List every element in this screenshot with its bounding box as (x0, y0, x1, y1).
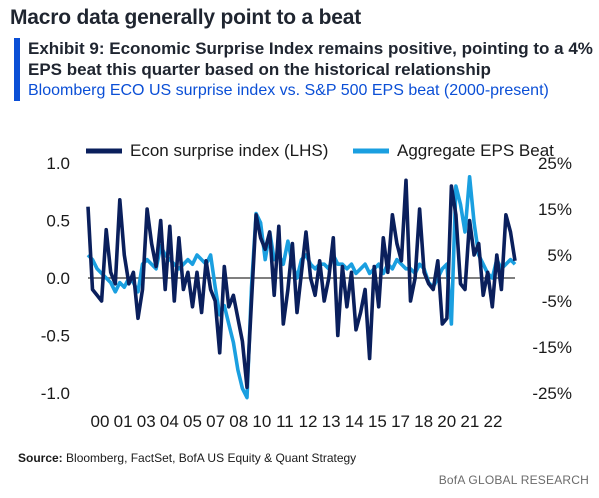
legend-label-eps: Aggregate EPS Beat (397, 141, 554, 160)
left-tick-label: 0.0 (46, 269, 70, 288)
legend-label-econ: Econ surprise index (LHS) (130, 141, 328, 160)
chart: Econ surprise index (LHS) Aggregate EPS … (41, 141, 572, 431)
source-label: Source: (18, 451, 63, 465)
x-tick-label: 03 (137, 412, 156, 431)
x-tick-label: 00 (91, 412, 110, 431)
right-tick-label: -15% (532, 338, 572, 357)
source-text: Bloomberg, FactSet, BofA US Equity & Qua… (66, 451, 357, 465)
x-tick-label: 07 (206, 412, 225, 431)
left-tick-label: -0.5 (41, 327, 70, 346)
x-tick-label: 10 (252, 412, 271, 431)
headline: Macro data generally point to a beat (10, 6, 362, 29)
x-tick-label: 15 (368, 412, 387, 431)
left-tick-label: 1.0 (46, 154, 70, 173)
chart-legend: Econ surprise index (LHS) Aggregate EPS … (86, 141, 554, 160)
exhibit-subtitle: Bloomberg ECO US surprise index vs. S&P … (28, 82, 549, 99)
x-axis: 00 01 03 04 05 07 08 10 11 12 13 14 15 17 18 20 21 22 (91, 412, 503, 431)
x-tick-label: 18 (414, 412, 433, 431)
x-tick-label: 14 (345, 412, 364, 431)
exhibit-title: Exhibit 9: Economic Surprise Index remai… (28, 39, 593, 79)
series-econ-surprise-line (86, 178, 517, 390)
left-tick-label: -1.0 (41, 384, 70, 403)
x-tick-label: 05 (183, 412, 202, 431)
left-axis: 1.0 0.5 0.0 -0.5 -1.0 (41, 154, 70, 403)
x-tick-label: 01 (114, 412, 133, 431)
right-tick-label: 5% (547, 246, 572, 265)
right-tick-label: 25% (538, 154, 572, 173)
x-tick-label: 21 (460, 412, 479, 431)
x-tick-label: 22 (484, 412, 503, 431)
x-tick-label: 20 (437, 412, 456, 431)
x-tick-label: 04 (160, 412, 179, 431)
brand-footer: BofA GLOBAL RESEARCH (438, 473, 589, 487)
x-tick-label: 13 (322, 412, 341, 431)
right-tick-label: -25% (532, 384, 572, 403)
exhibit-block: Exhibit 9: Economic Surprise Index remai… (14, 38, 599, 101)
right-tick-label: -5% (542, 292, 572, 311)
x-tick-label: 08 (229, 412, 248, 431)
x-tick-label: 17 (391, 412, 410, 431)
left-tick-label: 0.5 (46, 212, 70, 231)
right-tick-label: 15% (538, 200, 572, 219)
x-tick-label: 11 (276, 412, 294, 431)
right-axis: 25% 15% 5% -5% -15% -25% (532, 154, 572, 403)
x-tick-label: 12 (299, 412, 318, 431)
source-note: Source: Bloomberg, FactSet, BofA US Equi… (18, 451, 356, 465)
